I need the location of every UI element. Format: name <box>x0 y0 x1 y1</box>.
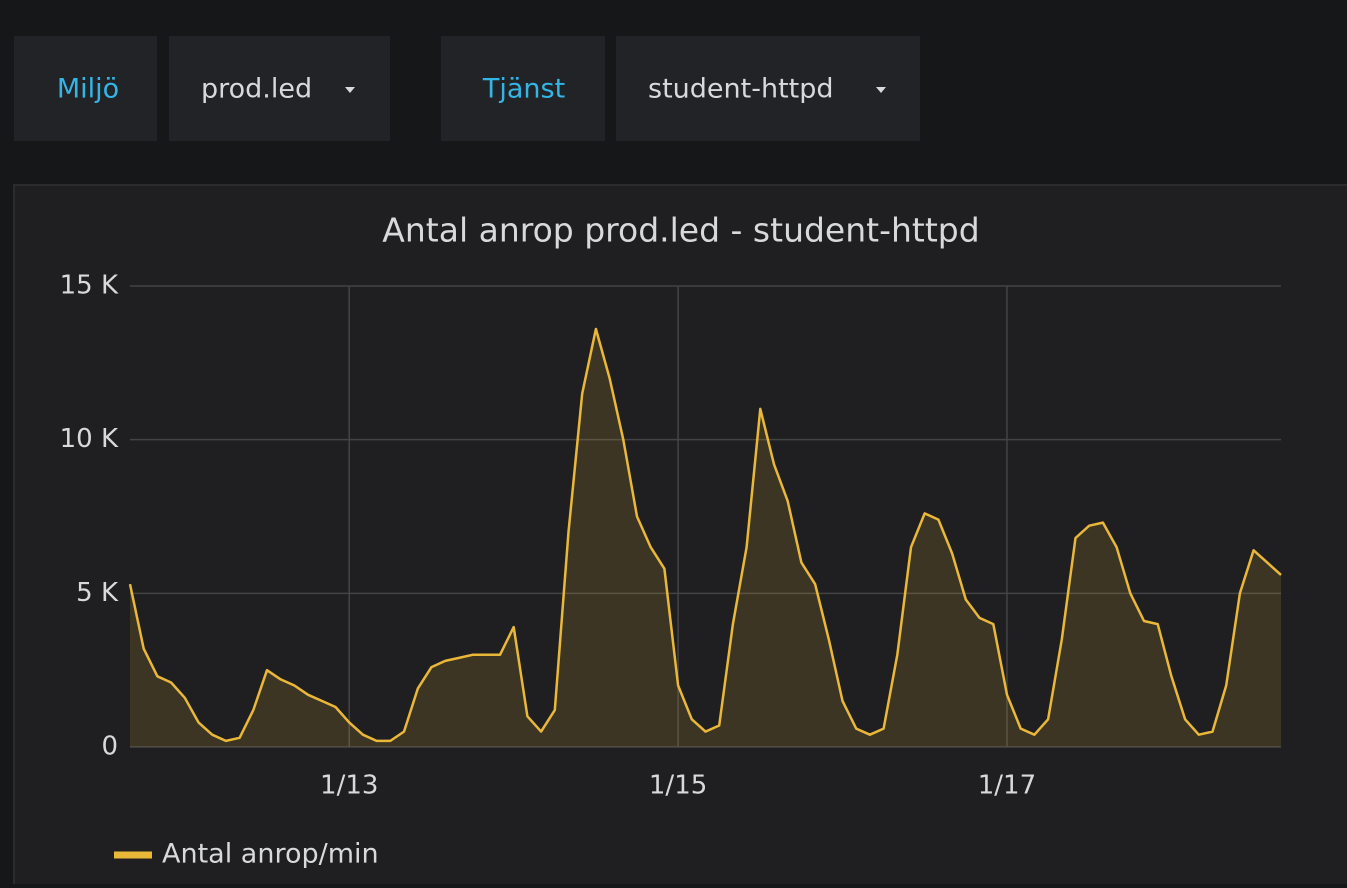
area <box>130 329 1281 747</box>
variable-label: Miljö <box>57 74 119 105</box>
panel <box>13 184 1347 888</box>
legend-label[interactable]: Antal anrop/min <box>162 839 379 870</box>
y-tick-label: 15 K <box>60 271 119 301</box>
y-tick-label: 5 K <box>76 578 119 608</box>
variable-value[interactable]: student-httpd <box>648 74 834 105</box>
x-tick-label: 1/13 <box>320 771 378 801</box>
x-tick-label: 1/17 <box>978 771 1036 801</box>
y-tick-label: 0 <box>101 732 118 762</box>
x-tick-label: 1/15 <box>649 771 707 801</box>
variable-label: Tjänst <box>482 74 565 105</box>
caret <box>345 87 355 93</box>
line <box>128 327 1282 743</box>
variable-label-box <box>14 36 157 141</box>
caret <box>876 87 886 93</box>
y-tick-label: 10 K <box>60 424 119 454</box>
variable-dropdown[interactable] <box>616 36 920 141</box>
variable-label-box <box>441 36 605 141</box>
variable-value[interactable]: prod.led <box>201 74 312 105</box>
chart-title: Antal anrop prod.led - student-httpd <box>382 211 979 250</box>
